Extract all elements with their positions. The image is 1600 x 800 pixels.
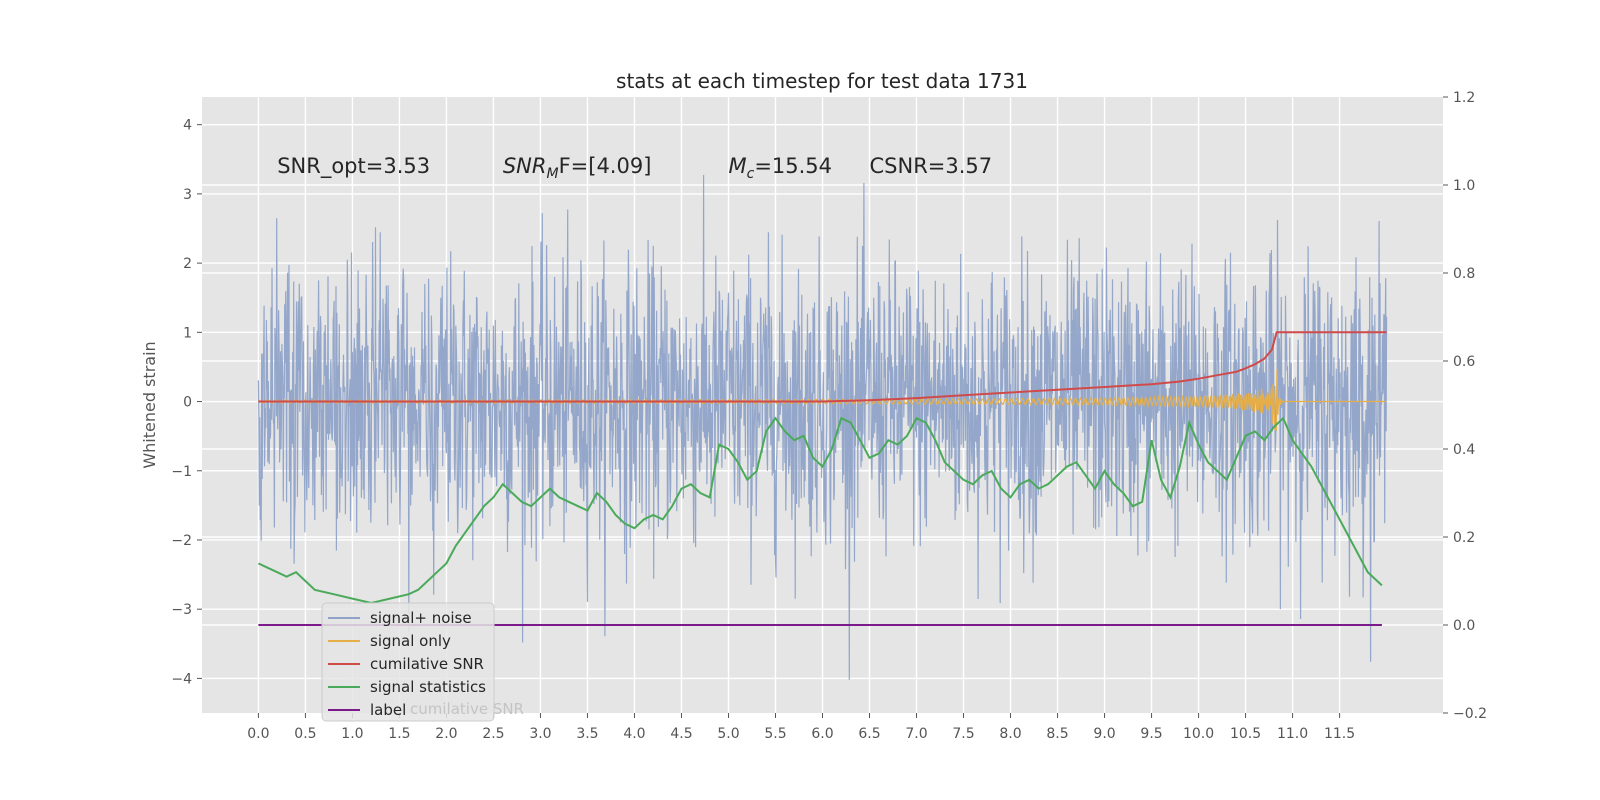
x-tick-label: 10.5 — [1230, 726, 1261, 742]
y2-tick-label: 0.8 — [1453, 266, 1475, 282]
x-tick-label: 7.5 — [952, 726, 974, 742]
y-tick-label: 4 — [183, 118, 192, 134]
y-tick-label: −4 — [171, 671, 192, 687]
legend-label: signal statistics — [370, 678, 486, 696]
grid-layer — [202, 97, 1443, 713]
x-tick-label: 0.0 — [247, 726, 269, 742]
x-tick-label: 5.5 — [764, 726, 786, 742]
x-tick-label: 3.5 — [576, 726, 598, 742]
x-tick-label: 11.5 — [1324, 726, 1355, 742]
y-axis-label: Whitened strain — [140, 341, 159, 468]
annotation-mc: Mc=15.54 — [728, 154, 832, 182]
x-tick-label: 8.5 — [1046, 726, 1068, 742]
x-tick-label: 6.0 — [811, 726, 833, 742]
legend-label: cumilative SNR — [370, 655, 484, 673]
legend-layer: cumilative SNR signal+ noise signal only cu… — [321, 602, 524, 722]
y2-tick-label: 1.0 — [1453, 178, 1475, 194]
x-tick-label: 9.0 — [1093, 726, 1115, 742]
y2-tick-label: 0.4 — [1453, 442, 1475, 458]
annotation-layer: SNR_opt=3.53 SNRMF=[4.09] Mc=15.54 CSNR=3.5… — [277, 154, 992, 182]
noise-layer — [257, 174, 1388, 680]
series-signal-noise — [257, 174, 1388, 680]
y-tick-label: 3 — [183, 187, 192, 203]
annotation-snr-opt: SNR_opt=3.53 — [277, 154, 430, 179]
y-tick-label: −3 — [171, 602, 192, 618]
y-tick-label: 0 — [183, 395, 192, 411]
y-tick-label: 1 — [183, 325, 192, 341]
x-tick-label: 4.5 — [670, 726, 692, 742]
x-tick-label: 1.0 — [341, 726, 363, 742]
x-tick-label: 9.5 — [1140, 726, 1162, 742]
legend-label: signal only — [370, 632, 451, 650]
y2-tick-label: 1.2 — [1453, 90, 1475, 106]
annotation-snr-mf: SNRMF=[4.09] — [503, 154, 652, 182]
legend-ghost-text: cumilative SNR — [410, 700, 524, 718]
y2-tick-label: −0.2 — [1453, 706, 1487, 722]
legend-label: label — [370, 701, 406, 719]
legend-label: signal+ noise — [370, 609, 472, 627]
y-tick-label: 2 — [183, 256, 192, 272]
chart-title: stats at each timestep for test data 173… — [616, 69, 1028, 93]
y-tick-label: −2 — [171, 533, 192, 549]
axes-layer: 0.0 0.5 1.0 1.5 2.0 2.5 3.0 3.5 4.0 4.5 5.0 5.5 6.0 6… — [171, 90, 1487, 742]
series-signal-statistics — [257, 416, 1383, 605]
x-tick-label: 10.0 — [1183, 726, 1214, 742]
y2-tick-label: 0.2 — [1453, 530, 1475, 546]
x-tick-label: 6.5 — [858, 726, 880, 742]
x-tick-label: 8.0 — [999, 726, 1021, 742]
x-tick-label: 4.0 — [623, 726, 645, 742]
annotation-csnr: CSNR=3.57 — [870, 154, 993, 178]
x-tick-label: 11.0 — [1277, 726, 1308, 742]
x-tick-label: 2.5 — [482, 726, 504, 742]
x-tick-label: 5.0 — [717, 726, 739, 742]
x-tick-label: 0.5 — [294, 726, 316, 742]
y2-tick-label: 0.0 — [1453, 618, 1475, 634]
x-tick-label: 3.0 — [529, 726, 551, 742]
x-tick-label: 7.0 — [905, 726, 927, 742]
x-tick-label: 2.0 — [435, 726, 457, 742]
y2-tick-label: 0.6 — [1453, 354, 1475, 370]
x-tick-label: 1.5 — [388, 726, 410, 742]
y-tick-label: −1 — [171, 464, 192, 480]
series-cumilative-snr — [258, 331, 1387, 403]
legend-box — [321, 602, 495, 722]
